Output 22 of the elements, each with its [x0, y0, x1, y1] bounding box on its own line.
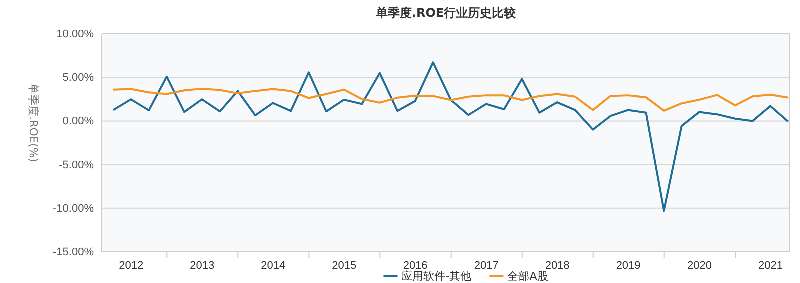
chart-title: 单季度.ROE行业历史比较: [374, 6, 518, 20]
y-tick-label: -15.00%: [53, 246, 94, 259]
legend-label: 应用软件-其他: [402, 270, 472, 283]
y-tick-label: -5.00%: [59, 159, 94, 172]
x-tick-label: 2019: [616, 260, 641, 272]
x-tick-label: 2016: [403, 260, 428, 272]
x-tick-label: 2014: [261, 260, 286, 272]
y-tick-label: 10.00%: [56, 28, 94, 41]
x-tick-label: 2021: [758, 260, 783, 272]
x-tick-label: 2020: [688, 260, 712, 272]
y-tick-label: 5.00%: [62, 72, 94, 84]
y-tick-label: -10.00%: [53, 202, 94, 215]
line-series: [112, 88, 790, 112]
x-tick-label: 2012: [119, 260, 144, 272]
line-series: [112, 62, 790, 212]
x-tick-label: 2013: [190, 260, 215, 272]
x-tick-label: 2018: [545, 260, 570, 272]
y-tick-label: 0.00%: [62, 116, 94, 128]
legend-label: 全部A股: [508, 270, 548, 283]
x-tick-label: 2015: [332, 260, 357, 272]
x-tick-label: 2017: [474, 260, 499, 272]
y-axis-title: 单季度.ROE(%): [27, 84, 40, 162]
